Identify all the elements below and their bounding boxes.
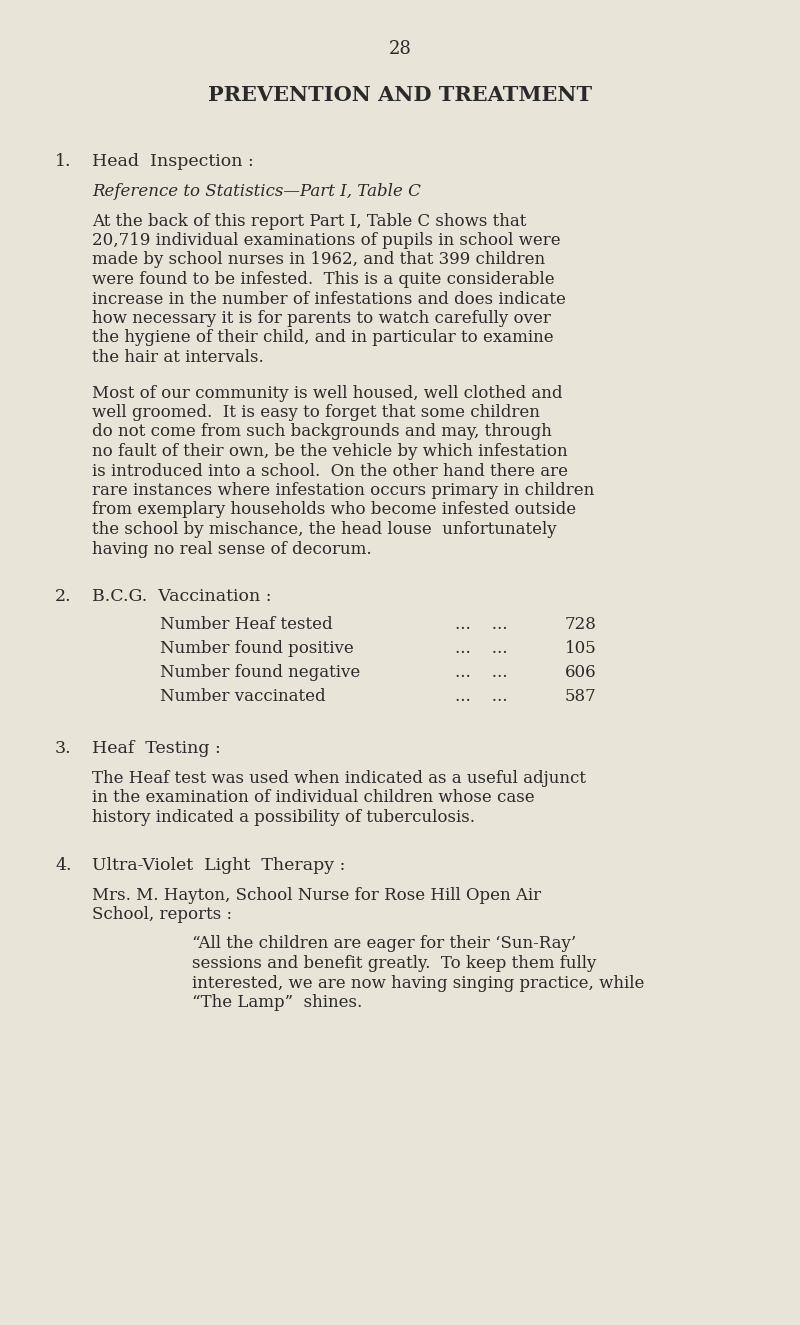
Text: the school by mischance, the head louse  unfortunately: the school by mischance, the head louse … [92, 521, 557, 538]
Text: Reference to Statistics—Part I, Table C: Reference to Statistics—Part I, Table C [92, 183, 421, 200]
Text: history indicated a possibility of tuberculosis.: history indicated a possibility of tuber… [92, 810, 475, 825]
Text: ...    ...: ... ... [455, 664, 507, 681]
Text: Head  Inspection :: Head Inspection : [92, 152, 254, 170]
Text: ...    ...: ... ... [455, 616, 507, 633]
Text: Most of our community is well housed, well clothed and: Most of our community is well housed, we… [92, 384, 562, 401]
Text: 4.: 4. [55, 856, 71, 873]
Text: Mrs. M. Hayton, School Nurse for Rose Hill Open Air: Mrs. M. Hayton, School Nurse for Rose Hi… [92, 886, 541, 904]
Text: interested, we are now having singing practice, while: interested, we are now having singing pr… [192, 974, 644, 991]
Text: Ultra-Violet  Light  Therapy :: Ultra-Violet Light Therapy : [92, 856, 346, 873]
Text: from exemplary households who become infested outside: from exemplary households who become inf… [92, 501, 576, 518]
Text: 606: 606 [565, 664, 597, 681]
Text: 2.: 2. [55, 588, 72, 606]
Text: do not come from such backgrounds and may, through: do not come from such backgrounds and ma… [92, 424, 552, 440]
Text: were found to be infested.  This is a quite considerable: were found to be infested. This is a qui… [92, 272, 554, 288]
Text: “The Lamp”  shines.: “The Lamp” shines. [192, 994, 362, 1011]
Text: ...    ...: ... ... [455, 688, 507, 705]
Text: rare instances where infestation occurs primary in children: rare instances where infestation occurs … [92, 482, 594, 500]
Text: “All the children are eager for their ‘Sun-Ray’: “All the children are eager for their ‘S… [192, 935, 576, 953]
Text: 728: 728 [565, 616, 597, 633]
Text: 1.: 1. [55, 152, 71, 170]
Text: Number vaccinated: Number vaccinated [160, 688, 326, 705]
Text: At the back of this report Part I, Table C shows that: At the back of this report Part I, Table… [92, 212, 526, 229]
Text: sessions and benefit greatly.  To keep them fully: sessions and benefit greatly. To keep th… [192, 955, 596, 973]
Text: 28: 28 [389, 40, 411, 58]
Text: 3.: 3. [55, 739, 72, 757]
Text: Number found positive: Number found positive [160, 640, 354, 657]
Text: 20,719 individual examinations of pupils in school were: 20,719 individual examinations of pupils… [92, 232, 561, 249]
Text: Number Heaf tested: Number Heaf tested [160, 616, 333, 633]
Text: Heaf  Testing :: Heaf Testing : [92, 739, 221, 757]
Text: made by school nurses in 1962, and that 399 children: made by school nurses in 1962, and that … [92, 252, 545, 269]
Text: is introduced into a school.  On the other hand there are: is introduced into a school. On the othe… [92, 462, 568, 480]
Text: having no real sense of decorum.: having no real sense of decorum. [92, 541, 372, 558]
Text: no fault of their own, be the vehicle by which infestation: no fault of their own, be the vehicle by… [92, 443, 568, 460]
Text: ...    ...: ... ... [455, 640, 507, 657]
Text: in the examination of individual children whose case: in the examination of individual childre… [92, 790, 534, 807]
Text: 105: 105 [565, 640, 597, 657]
Text: Number found negative: Number found negative [160, 664, 360, 681]
Text: 587: 587 [565, 688, 597, 705]
Text: well groomed.  It is easy to forget that some children: well groomed. It is easy to forget that … [92, 404, 540, 421]
Text: increase in the number of infestations and does indicate: increase in the number of infestations a… [92, 290, 566, 307]
Text: School, reports :: School, reports : [92, 906, 232, 924]
Text: the hair at intervals.: the hair at intervals. [92, 348, 264, 366]
Text: B.C.G.  Vaccination :: B.C.G. Vaccination : [92, 588, 271, 606]
Text: The Heaf test was used when indicated as a useful adjunct: The Heaf test was used when indicated as… [92, 770, 586, 787]
Text: the hygiene of their child, and in particular to examine: the hygiene of their child, and in parti… [92, 330, 554, 347]
Text: how necessary it is for parents to watch carefully over: how necessary it is for parents to watch… [92, 310, 551, 327]
Text: PREVENTION AND TREATMENT: PREVENTION AND TREATMENT [208, 85, 592, 105]
